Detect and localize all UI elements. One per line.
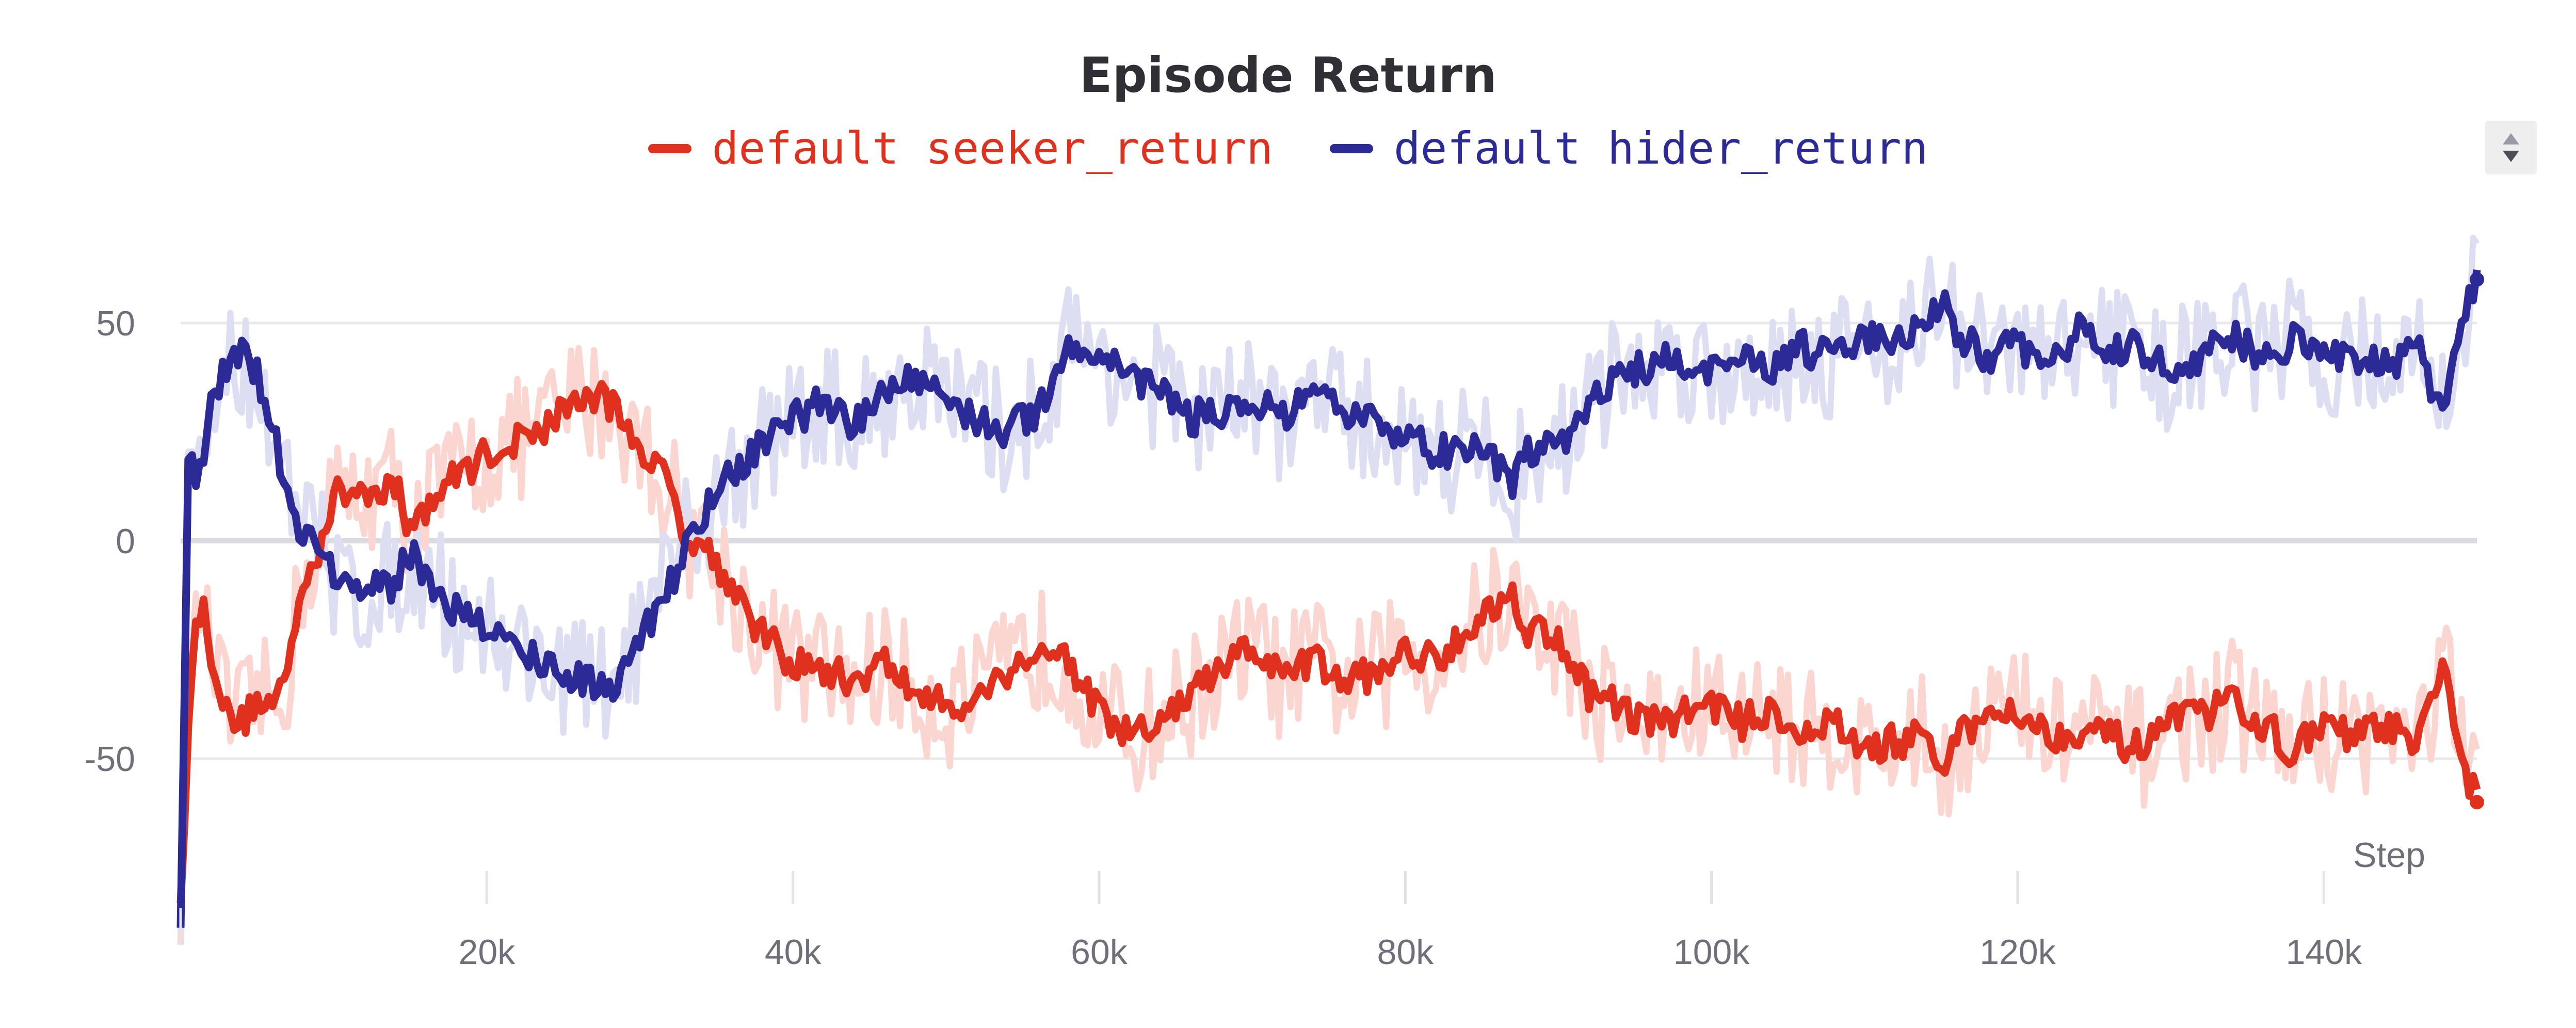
x-tick-label: 120k	[1979, 933, 2056, 972]
scroll-down-icon[interactable]	[2503, 151, 2519, 162]
legend-item-hider[interactable]: default hider_return	[1329, 123, 1928, 174]
x-axis-ticks: 20k 40k 60k 80k 100k 120k 140k	[179, 871, 2362, 972]
legend-label-seeker: default seeker_return	[712, 123, 1273, 174]
series-line-1[interactable]	[176, 269, 2481, 928]
legend-scroll-control[interactable]	[2485, 121, 2537, 174]
x-tick-label: 60k	[1071, 933, 1128, 972]
y-axis-ticks: 50 0 -50	[85, 304, 135, 779]
legend-label-hider: default hider_return	[1393, 123, 1928, 174]
series-band-1	[178, 234, 2480, 931]
scroll-up-icon[interactable]	[2503, 133, 2519, 144]
x-tick-label: 20k	[459, 933, 516, 972]
legend-swatch-hider	[1329, 144, 1373, 153]
x-tick-label: 80k	[1377, 933, 1435, 972]
legend-item-seeker[interactable]: default seeker_return	[648, 123, 1273, 174]
x-tick-label: 140k	[2286, 933, 2362, 972]
x-tick-label: 40k	[765, 933, 822, 972]
series-line-0[interactable]	[176, 380, 2481, 904]
y-tick-label: 50	[96, 304, 135, 343]
series-end-marker	[2470, 272, 2484, 287]
legend: default seeker_return default hider_retu…	[0, 123, 2576, 174]
series-lines	[176, 269, 2484, 928]
chart-title: Episode Return	[1079, 47, 1497, 104]
y-tick-label: -50	[85, 740, 135, 779]
x-axis-label: Step	[2353, 836, 2425, 875]
y-tick-label: 0	[116, 522, 135, 561]
series-end-marker	[2470, 795, 2484, 810]
legend-swatch-seeker	[648, 144, 691, 153]
x-tick-label: 100k	[1673, 933, 1750, 972]
